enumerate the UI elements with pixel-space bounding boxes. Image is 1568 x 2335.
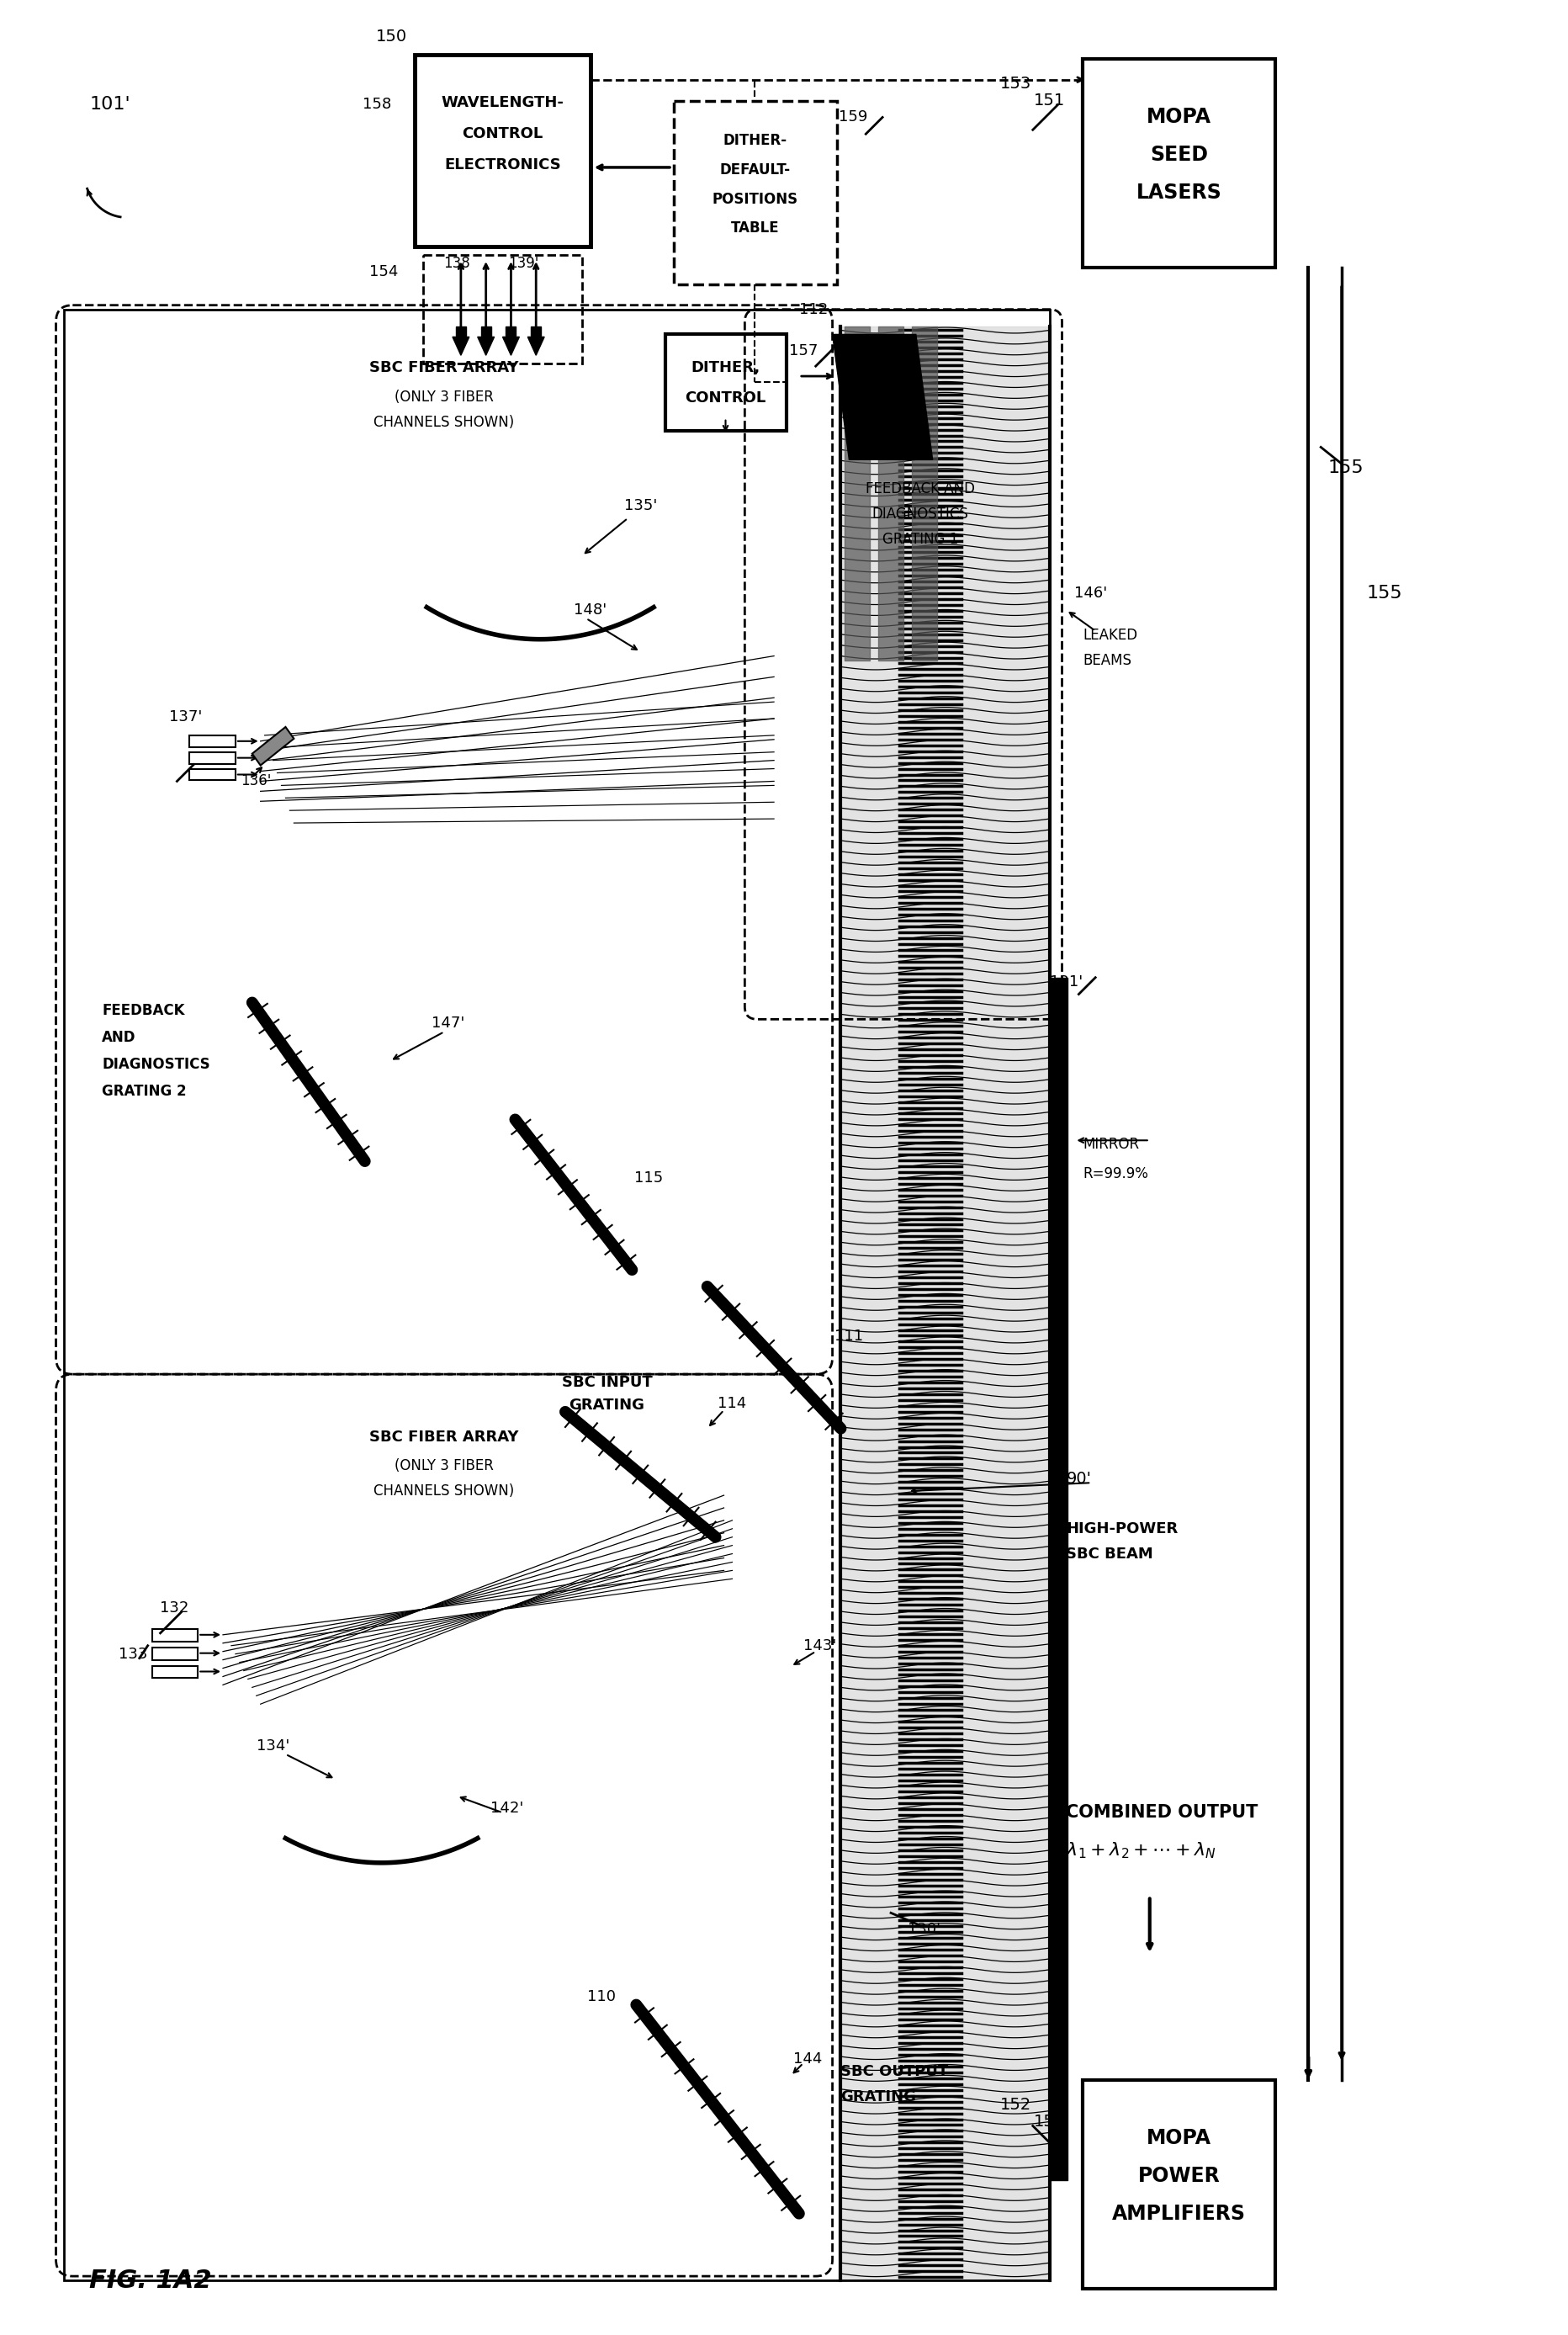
Text: 144: 144	[793, 2052, 822, 2066]
Text: DIAGNOSTICS: DIAGNOSTICS	[102, 1058, 210, 1072]
Text: GRATING: GRATING	[840, 2090, 916, 2104]
Text: AMPLIFIERS: AMPLIFIERS	[1112, 2204, 1247, 2223]
Text: TABLE: TABLE	[731, 222, 779, 236]
Text: DIAGNOSTICS: DIAGNOSTICS	[872, 507, 969, 521]
Bar	[190, 768, 235, 780]
Text: 137': 137'	[169, 710, 202, 724]
Text: 156: 156	[1033, 2113, 1065, 2130]
Text: SBC BEAM: SBC BEAM	[1066, 1546, 1154, 1562]
FancyBboxPatch shape	[1083, 58, 1275, 269]
Text: (ONLY 3 FIBER: (ONLY 3 FIBER	[395, 1459, 494, 1473]
Text: 142': 142'	[491, 1800, 524, 1817]
Text: BEAMS: BEAMS	[1083, 651, 1132, 668]
Text: 159: 159	[839, 110, 867, 124]
Text: CONTROL: CONTROL	[685, 390, 767, 406]
Text: DITHER-: DITHER-	[723, 133, 787, 147]
Text: 132: 132	[160, 1599, 190, 1616]
Text: 112: 112	[800, 301, 828, 318]
Text: FIG. 1A2: FIG. 1A2	[89, 2267, 212, 2293]
Bar	[532, 327, 541, 336]
Text: 130': 130'	[908, 1922, 941, 1938]
Text: HIGH-POWER: HIGH-POWER	[1066, 1520, 1178, 1536]
Text: 131': 131'	[1049, 974, 1083, 990]
Polygon shape	[833, 334, 933, 460]
Text: CHANNELS SHOWN): CHANNELS SHOWN)	[373, 416, 514, 430]
Text: CHANNELS SHOWN): CHANNELS SHOWN)	[373, 1483, 514, 1499]
Bar	[152, 1646, 198, 1660]
Bar	[506, 327, 516, 336]
Text: SBC FIBER ARRAY: SBC FIBER ARRAY	[370, 1429, 519, 1445]
Text: FEEDBACK: FEEDBACK	[102, 1004, 185, 1018]
Bar	[190, 736, 235, 747]
Bar	[481, 327, 491, 336]
Text: DEFAULT-: DEFAULT-	[720, 163, 790, 177]
FancyBboxPatch shape	[416, 54, 590, 248]
Text: ELECTRONICS: ELECTRONICS	[444, 156, 561, 173]
Text: MOPA: MOPA	[1146, 107, 1212, 128]
Polygon shape	[453, 336, 469, 355]
Text: 155: 155	[1367, 584, 1403, 602]
Bar	[152, 1665, 198, 1679]
Text: 110: 110	[586, 1989, 615, 2003]
Text: SEED: SEED	[1149, 145, 1207, 166]
Text: 143': 143'	[803, 1639, 836, 1653]
Text: 139': 139'	[508, 257, 539, 271]
Text: SBC FIBER ARRAY: SBC FIBER ARRAY	[370, 360, 519, 376]
Text: WAVELENGTH-: WAVELENGTH-	[441, 96, 564, 110]
Text: 135': 135'	[624, 497, 657, 514]
Text: 148': 148'	[574, 602, 607, 616]
Text: MOPA: MOPA	[1146, 2127, 1212, 2148]
FancyBboxPatch shape	[674, 100, 837, 285]
FancyBboxPatch shape	[665, 334, 787, 430]
Text: 114: 114	[718, 1396, 746, 1410]
Text: SBC OUTPUT: SBC OUTPUT	[840, 2064, 949, 2078]
Text: 147': 147'	[431, 1016, 466, 1032]
Text: R=99.9%: R=99.9%	[1083, 1165, 1148, 1182]
Text: 133: 133	[119, 1646, 147, 1663]
Polygon shape	[528, 336, 544, 355]
Text: DITHER,: DITHER,	[691, 360, 760, 376]
Text: SBC INPUT: SBC INPUT	[561, 1375, 652, 1389]
Bar	[190, 752, 235, 764]
Bar	[152, 1630, 198, 1642]
Text: GRATING 1: GRATING 1	[883, 532, 958, 546]
Text: 155: 155	[1328, 460, 1364, 476]
Text: AND: AND	[102, 1030, 136, 1046]
Text: 157: 157	[789, 343, 817, 360]
Text: 136': 136'	[241, 773, 271, 789]
Polygon shape	[252, 726, 293, 766]
Text: FEEDBACK AND: FEEDBACK AND	[866, 481, 975, 497]
Text: 111: 111	[834, 1329, 864, 1345]
Text: 146': 146'	[1074, 586, 1107, 600]
Text: POSITIONS: POSITIONS	[712, 191, 798, 208]
Text: 152: 152	[1000, 2097, 1032, 2113]
Text: 151: 151	[1033, 93, 1065, 107]
Text: COMBINED OUTPUT: COMBINED OUTPUT	[1066, 1805, 1258, 1821]
Text: 154: 154	[370, 264, 398, 280]
Text: (ONLY 3 FIBER: (ONLY 3 FIBER	[395, 390, 494, 404]
Text: 158: 158	[362, 98, 392, 112]
Text: 138: 138	[444, 257, 470, 271]
Text: POWER: POWER	[1138, 2167, 1220, 2186]
Text: LASERS: LASERS	[1137, 182, 1221, 203]
Text: GRATING: GRATING	[569, 1399, 644, 1413]
Text: CONTROL: CONTROL	[463, 126, 543, 142]
Polygon shape	[478, 336, 494, 355]
Text: 115: 115	[635, 1170, 663, 1186]
Text: MIRROR: MIRROR	[1083, 1137, 1140, 1151]
Text: 101': 101'	[89, 96, 130, 112]
Text: $\lambda_1+\lambda_2+\cdots+\lambda_N$: $\lambda_1+\lambda_2+\cdots+\lambda_N$	[1066, 1840, 1217, 1861]
Text: 150: 150	[376, 28, 408, 44]
Text: LEAKED: LEAKED	[1083, 628, 1138, 642]
Text: GRATING 2: GRATING 2	[102, 1083, 187, 1100]
Text: 134': 134'	[257, 1737, 290, 1754]
Text: 90': 90'	[1066, 1471, 1091, 1487]
Text: 153: 153	[1000, 75, 1032, 91]
FancyBboxPatch shape	[1083, 2080, 1275, 2288]
Polygon shape	[503, 336, 519, 355]
Bar	[456, 327, 466, 336]
